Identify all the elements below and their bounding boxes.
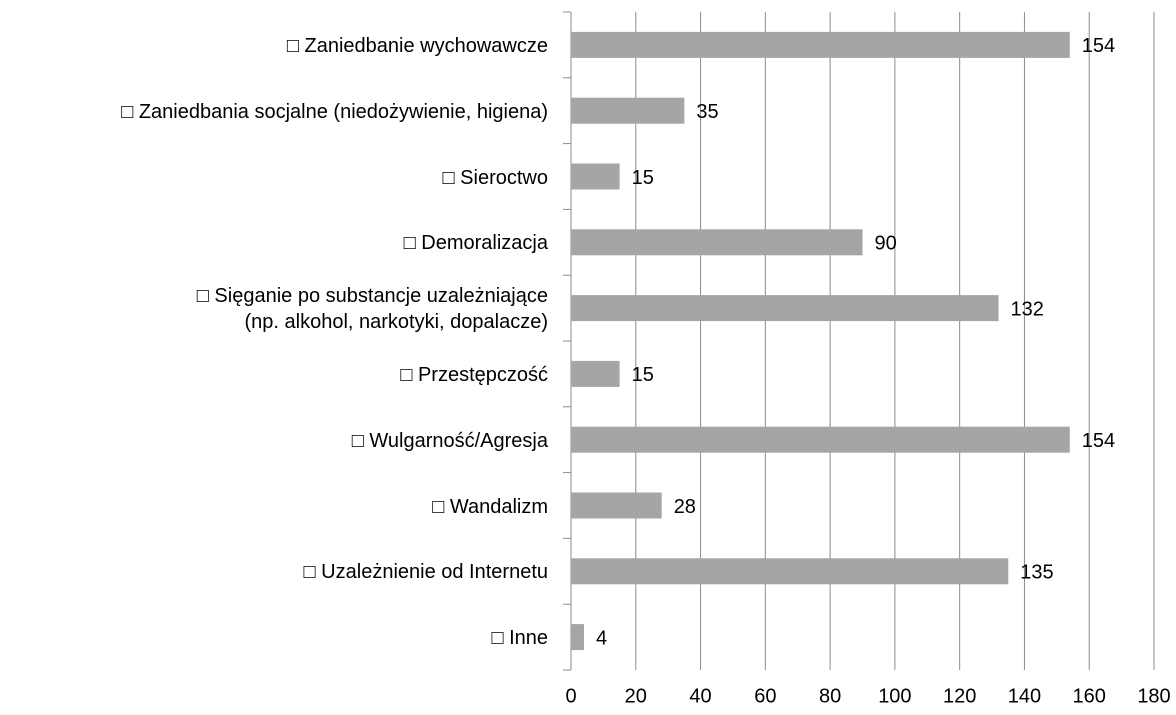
data-label: 90	[875, 233, 897, 255]
data-label: 154	[1082, 35, 1115, 57]
x-tick-label: 20	[625, 685, 647, 707]
bar	[571, 426, 1070, 453]
y-tick-label: □ Przestępczość	[400, 363, 548, 386]
bar	[571, 492, 662, 519]
data-label: 35	[696, 101, 718, 123]
y-tick-label: □ Sięganie po substancje uzależniające (…	[196, 285, 548, 334]
data-label: 15	[632, 364, 654, 386]
y-tick-label: □ Uzależnienie od Internetu	[303, 561, 548, 584]
y-tick-label: □ Demoralizacja	[403, 232, 548, 255]
bar	[571, 97, 685, 124]
y-tick-label: □ Zaniedbania socjalne (niedożywienie, h…	[121, 100, 548, 123]
x-tick-label: 100	[878, 685, 911, 707]
bar	[571, 31, 1070, 58]
bar	[571, 163, 620, 190]
x-tick-label: 60	[754, 685, 776, 707]
bar	[571, 295, 999, 322]
y-tick-label: □ Wulgarność/Agresja	[351, 429, 548, 452]
y-tick-label: □ Inne	[491, 627, 548, 650]
y-tick-label: □ Sieroctwo	[442, 166, 548, 189]
x-tick-label: 140	[1008, 685, 1041, 707]
bar	[571, 624, 584, 651]
y-tick-label: □ Zaniedbanie wychowawcze	[286, 34, 548, 57]
data-label: 28	[674, 496, 696, 518]
data-label: 132	[1011, 298, 1044, 320]
bar	[571, 229, 863, 256]
x-tick-label: 180	[1137, 685, 1170, 707]
data-label: 135	[1020, 562, 1053, 584]
x-tick-label: 120	[943, 685, 976, 707]
bar	[571, 558, 1009, 585]
data-label: 154	[1082, 430, 1115, 452]
data-label: 15	[632, 167, 654, 189]
y-tick-label: □ Wandalizm	[432, 495, 548, 518]
data-label: 4	[596, 627, 607, 649]
bar	[571, 360, 620, 387]
x-tick-label: 0	[565, 685, 576, 707]
x-tick-label: 160	[1073, 685, 1106, 707]
x-tick-label: 40	[689, 685, 711, 707]
x-tick-label: 80	[819, 685, 841, 707]
